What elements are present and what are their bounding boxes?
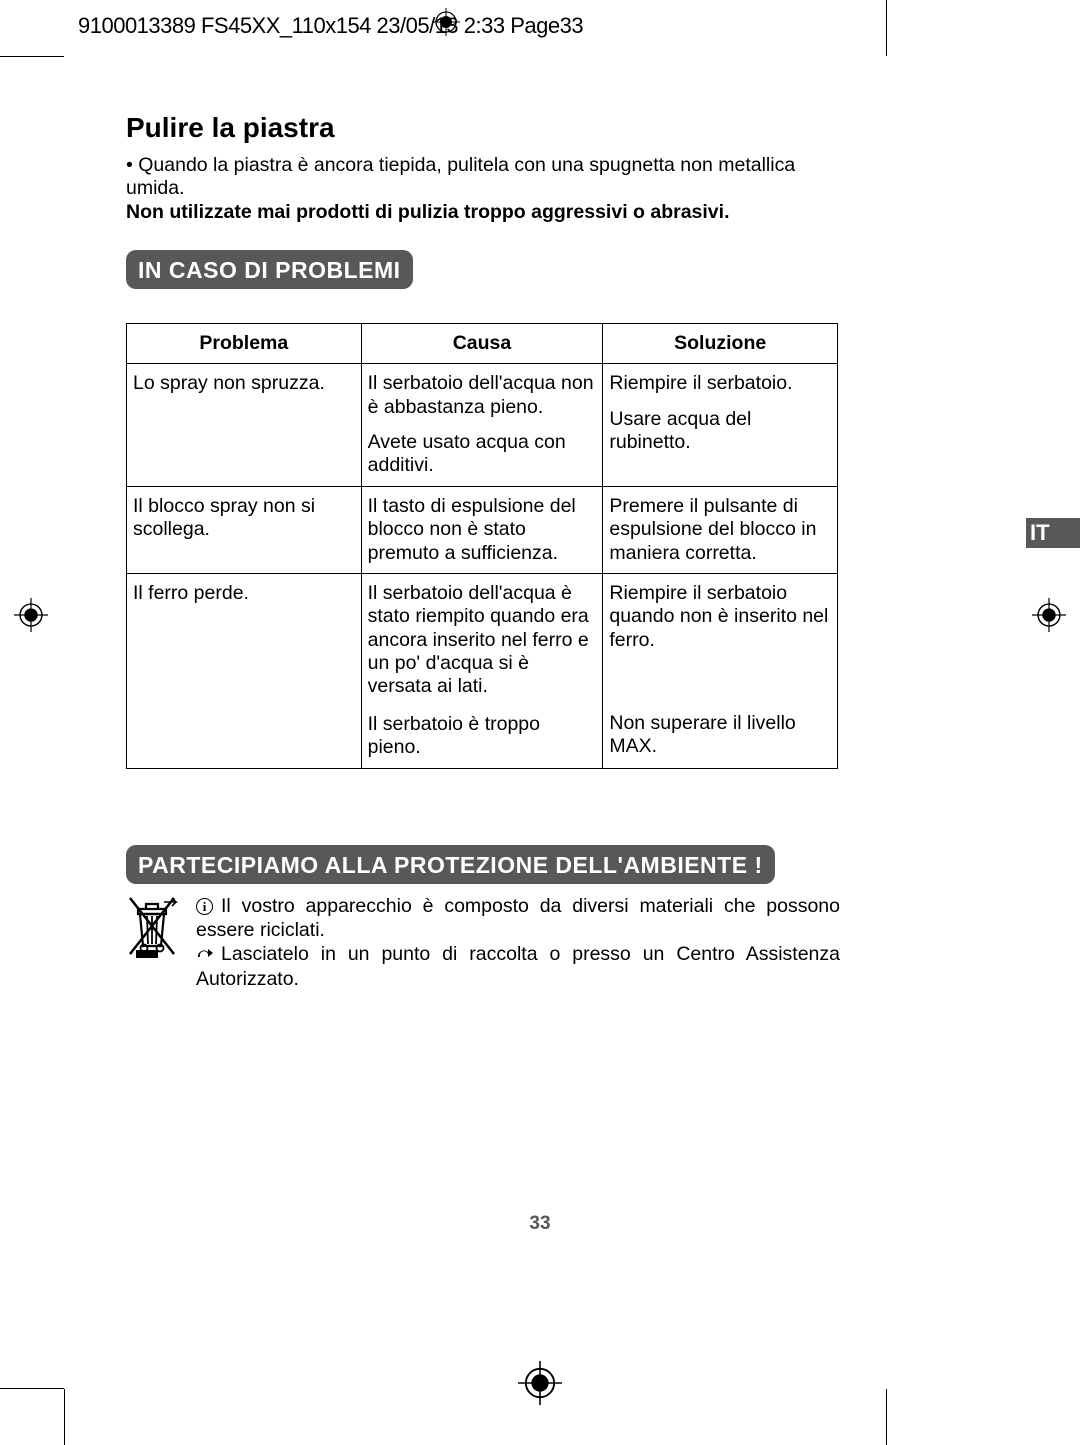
table-row: Il ferro perde. Il serbatoio dell'acqua … (127, 573, 838, 768)
environment-text: iIl vostro apparecchio è composto da div… (196, 894, 840, 992)
registration-mark-icon (432, 8, 460, 36)
info-icon: i (196, 898, 213, 915)
th-problem: Problema (127, 324, 362, 364)
section-badge-problems: IN CASO DI PROBLEMI (126, 250, 413, 289)
page-number: 33 (0, 1213, 1080, 1235)
th-solution: Soluzione (603, 324, 838, 364)
table-row: Lo spray non spruzza. Il serbatoio dell'… (127, 364, 838, 487)
troubleshooting-table: Problema Causa Soluzione Lo spray non sp… (126, 323, 838, 768)
body-text: Quando la piastra è ancora tiepida, puli… (126, 154, 840, 224)
crop-mark (0, 1388, 64, 1389)
crop-mark (0, 56, 64, 57)
arrow-icon (196, 947, 213, 961)
registration-mark-icon (518, 1361, 562, 1405)
th-cause: Causa (361, 324, 603, 364)
registration-mark-icon (1032, 598, 1066, 632)
table-row: Il blocco spray non si scollega. Il tast… (127, 486, 838, 573)
print-header: 9100013389 FS45XX_110x154 23/05/13 2:33 … (78, 13, 583, 39)
weee-bin-icon (126, 894, 182, 964)
environment-section: PARTECIPIAMO ALLA PROTEZIONE DELL'AMBIEN… (126, 819, 840, 992)
section-title-clean: Pulire la piastra (126, 112, 840, 144)
section-badge-environment: PARTECIPIAMO ALLA PROTEZIONE DELL'AMBIEN… (126, 845, 775, 884)
page-content: Pulire la piastra Quando la piastra è an… (126, 112, 840, 991)
crop-mark (886, 0, 887, 56)
language-tab: IT (1026, 518, 1080, 548)
crop-mark (64, 1389, 65, 1445)
registration-mark-icon (14, 598, 48, 632)
crop-mark (886, 1389, 887, 1445)
